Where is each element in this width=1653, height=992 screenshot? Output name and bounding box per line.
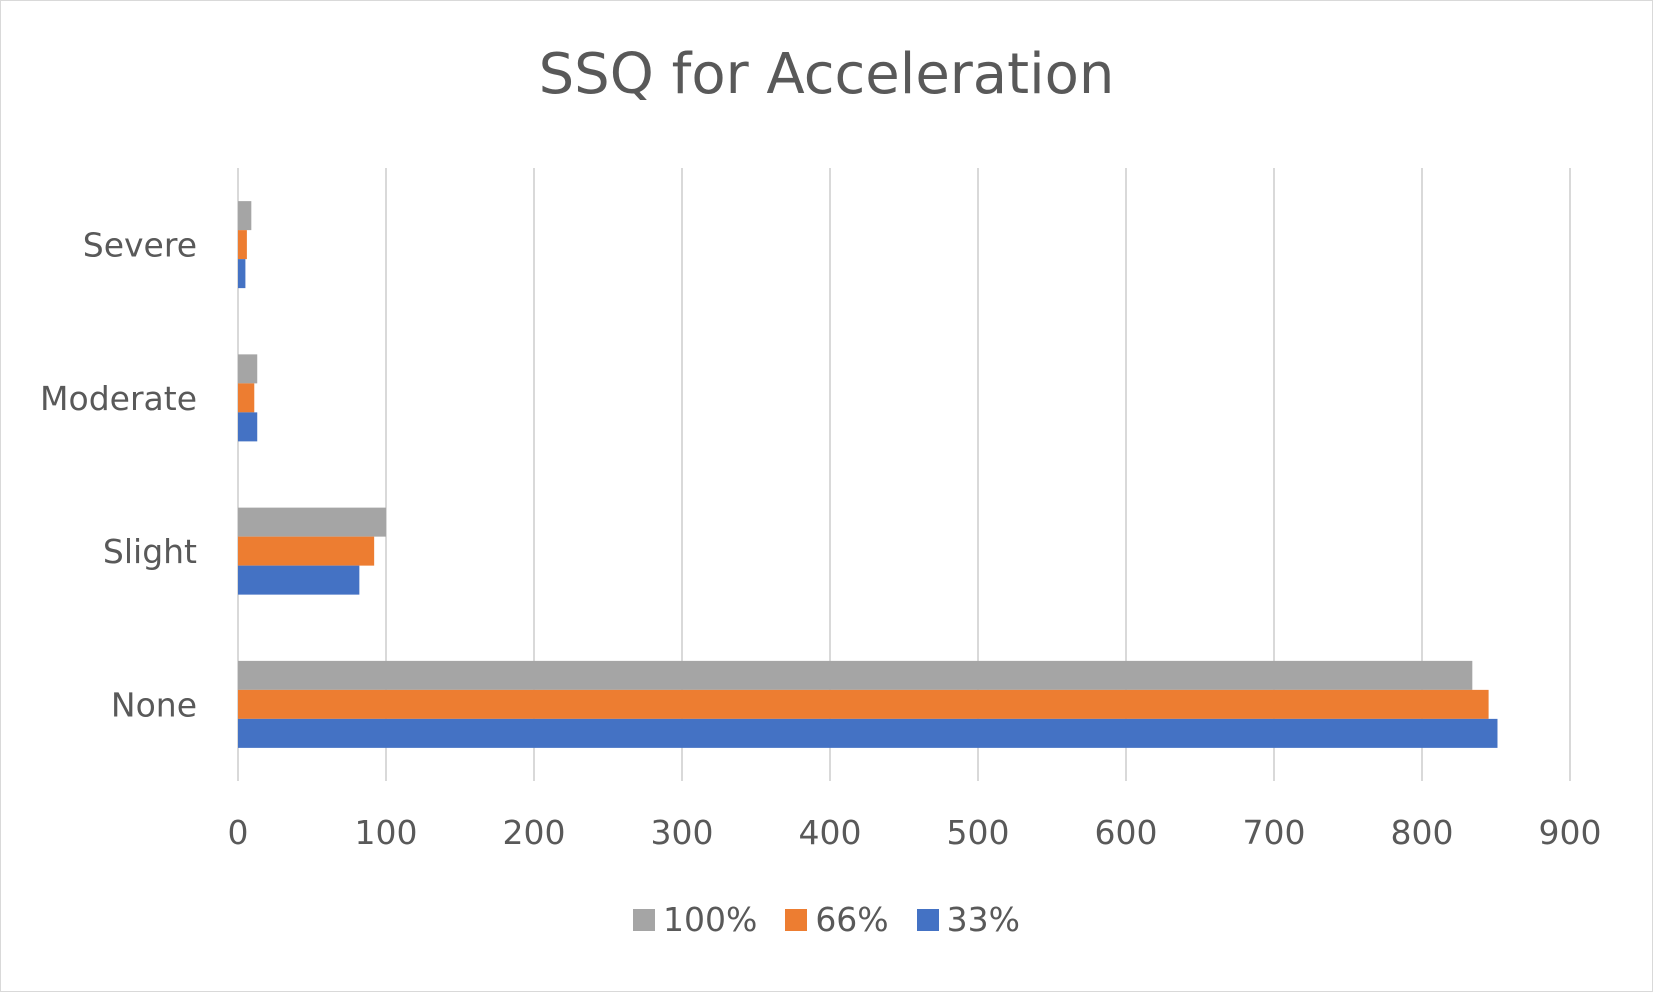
legend-label: 66%	[815, 900, 889, 939]
bar	[238, 718, 1498, 748]
y-category-label: Moderate	[40, 379, 197, 418]
y-category-label: None	[111, 685, 197, 724]
bar	[238, 689, 1489, 719]
bar	[238, 660, 1473, 690]
legend-item: 33%	[916, 900, 1021, 939]
bar	[238, 412, 258, 442]
bar	[238, 259, 246, 289]
y-category-label: Severe	[83, 226, 197, 265]
bar	[238, 565, 360, 595]
x-tick-label: 0	[228, 813, 249, 852]
x-tick-label: 600	[1095, 813, 1158, 852]
legend-label: 33%	[946, 900, 1021, 939]
x-tick-label: 700	[1243, 813, 1306, 852]
x-tick-label: 500	[947, 813, 1010, 852]
legend-label: 100%	[662, 900, 758, 939]
bar	[238, 383, 255, 413]
chart-title: SSQ for Acceleration	[538, 42, 1115, 107]
x-tick-label: 100	[355, 813, 418, 852]
legend-swatch	[916, 908, 939, 931]
bar	[238, 354, 258, 384]
bar	[238, 536, 375, 566]
bar	[238, 230, 247, 260]
legend-item: 100%	[632, 900, 758, 939]
y-category-label: Slight	[103, 532, 197, 571]
chart-legend: 100% 66% 33%	[0, 900, 1653, 939]
x-tick-label: 200	[503, 813, 566, 852]
x-tick-label: 300	[651, 813, 714, 852]
bar	[238, 507, 386, 537]
legend-swatch	[785, 908, 808, 931]
legend-item: 66%	[785, 900, 889, 939]
x-tick-label: 900	[1539, 813, 1602, 852]
x-tick-label: 800	[1391, 813, 1454, 852]
x-tick-label: 400	[799, 813, 862, 852]
bar	[238, 201, 252, 231]
legend-swatch	[632, 908, 655, 931]
